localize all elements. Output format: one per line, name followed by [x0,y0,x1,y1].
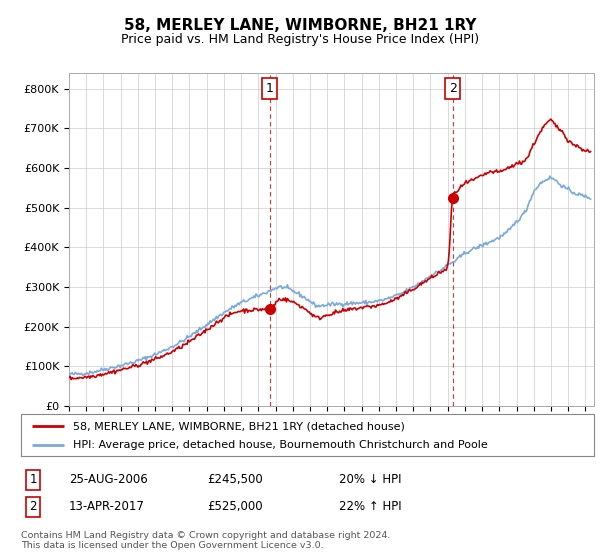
Text: 2: 2 [449,82,457,95]
Text: 58, MERLEY LANE, WIMBORNE, BH21 1RY (detached house): 58, MERLEY LANE, WIMBORNE, BH21 1RY (det… [73,421,404,431]
Text: 2: 2 [29,500,37,514]
Text: £525,000: £525,000 [207,500,263,514]
Text: HPI: Average price, detached house, Bournemouth Christchurch and Poole: HPI: Average price, detached house, Bour… [73,441,487,450]
Text: £245,500: £245,500 [207,473,263,487]
Text: 1: 1 [266,82,274,95]
Text: 22% ↑ HPI: 22% ↑ HPI [339,500,401,514]
Text: 1: 1 [29,473,37,487]
Text: 13-APR-2017: 13-APR-2017 [69,500,145,514]
Text: 25-AUG-2006: 25-AUG-2006 [69,473,148,487]
Text: 20% ↓ HPI: 20% ↓ HPI [339,473,401,487]
Text: Price paid vs. HM Land Registry's House Price Index (HPI): Price paid vs. HM Land Registry's House … [121,32,479,46]
Text: 58, MERLEY LANE, WIMBORNE, BH21 1RY: 58, MERLEY LANE, WIMBORNE, BH21 1RY [124,18,476,33]
Text: Contains HM Land Registry data © Crown copyright and database right 2024.
This d: Contains HM Land Registry data © Crown c… [21,531,391,550]
